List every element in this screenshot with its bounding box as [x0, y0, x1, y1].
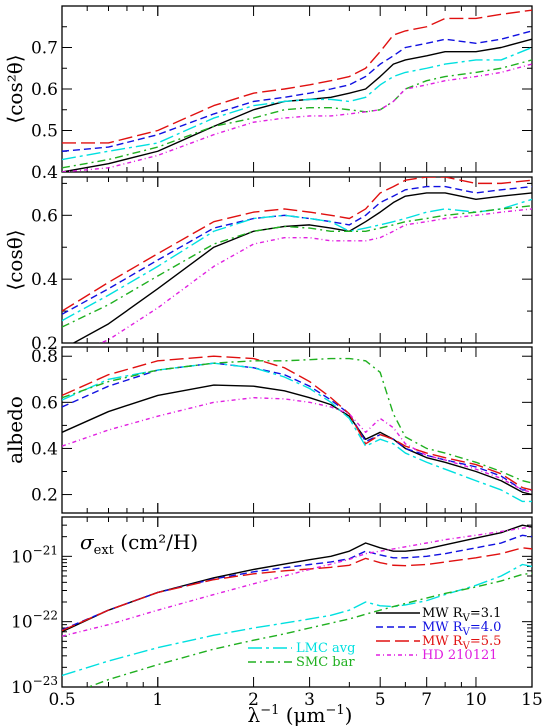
panel-cos2theta: 0.4 0.5 0.6 0.7⟨cos²θ⟩	[3, 5, 533, 183]
y-tick-label: 0.7	[31, 39, 58, 59]
panel-frame	[61, 346, 533, 514]
x-tick-label: 7	[421, 690, 432, 710]
series-line-smc-bar	[62, 59, 532, 169]
y-tick-label: 0.4	[31, 439, 58, 459]
series-line-mw-r-v-3-1	[62, 38, 532, 172]
y-tick-label: 0.4	[31, 270, 58, 290]
legend-entry: SMC bar	[296, 655, 355, 670]
y-tick-label: 0.2	[31, 486, 58, 506]
y-tick-label: 0.2	[31, 334, 58, 354]
sigma-ext-annotation: σext (cm²/H)	[80, 530, 198, 558]
y-tick-label: 10−22	[11, 609, 58, 633]
plot-layer: 0.40.50.60.7⟨cos²θ⟩0.20.40.6⟨cosθ⟩0.20.4…	[3, 5, 543, 726]
panel-albedo: 0.2 0.4 0.6 0.8 albedo	[3, 346, 533, 514]
legend-entry: HD 210121	[422, 648, 498, 663]
series-line-lmc-avg	[62, 563, 532, 677]
y-tick-label: 0.6	[31, 206, 58, 226]
legend-entry: MW RV=3.1	[422, 606, 501, 624]
y-tick-label: 10−23	[11, 674, 58, 698]
series-line-mw-r-v-5-5	[62, 355, 532, 491]
series-line-smc-bar	[62, 357, 532, 484]
panel-frame	[61, 176, 533, 344]
x-tick-label: 0.5	[48, 690, 75, 710]
series-group	[62, 524, 532, 687]
y-tick-label: 0.5	[31, 122, 58, 142]
series-line-lmc-avg	[62, 46, 532, 161]
series-line-mw-r-v-3-1	[72, 192, 532, 343]
y-tick-label: 0.6	[31, 393, 58, 413]
series-line-smc-bar	[62, 205, 532, 328]
series-line-hd-210121	[62, 63, 532, 172]
y-axis-label: ⟨cos²θ⟩	[3, 54, 27, 123]
series-line-mw-r-v-3-1	[62, 524, 532, 633]
y-tick-label: 10−21	[11, 543, 58, 567]
x-tick-label: 1	[152, 690, 163, 710]
x-tick-label: 5	[375, 690, 386, 710]
panel-frame	[61, 5, 533, 173]
y-tick-label: 0.8	[31, 347, 58, 367]
series-line-lmc-avg	[62, 198, 532, 322]
legend: MW RV=3.1MW RV=4.0MW RV=5.5HD 210121 LMC …	[248, 606, 501, 670]
x-tick-label: 10	[465, 690, 487, 710]
series-group	[62, 9, 532, 172]
y-tick-label: 0.4	[31, 163, 58, 183]
x-axis-label: λ−1 (μm−1)	[248, 703, 353, 726]
legend-entry: LMC avg	[296, 641, 355, 656]
legend-entry: MW RV=4.0	[422, 620, 501, 638]
series-line-mw-r-v-5-5	[62, 9, 532, 144]
series-line-mw-r-v-3-1	[62, 384, 532, 496]
x-tick-label: 2	[248, 690, 259, 710]
series-line-mw-r-v-4-0	[62, 30, 532, 152]
panel-sigma_ext: 10−23 10−22 10−21	[11, 516, 533, 698]
x-tick-label: 3	[304, 690, 315, 710]
series-line-lmc-avg	[62, 362, 532, 503]
series-line-hd-210121	[62, 526, 532, 637]
series-group	[62, 177, 532, 343]
series-group	[62, 355, 532, 503]
panel-costheta: 0.2 0.4 0.6⟨cosθ⟩	[3, 176, 533, 354]
y-axis-label: albedo	[3, 396, 27, 464]
series-line-hd-210121	[62, 397, 532, 493]
series-line-mw-r-v-5-5	[62, 177, 532, 312]
series-line-mw-r-v-5-5	[62, 547, 532, 632]
y-tick-label: 0.6	[31, 80, 58, 100]
x-tick-label: 15	[521, 690, 543, 710]
series-line-mw-r-v-4-0	[62, 185, 532, 315]
legend-entry: MW RV=5.5	[422, 634, 501, 652]
series-line-hd-210121	[98, 208, 532, 343]
y-axis-label: ⟨cosθ⟩	[3, 229, 27, 290]
